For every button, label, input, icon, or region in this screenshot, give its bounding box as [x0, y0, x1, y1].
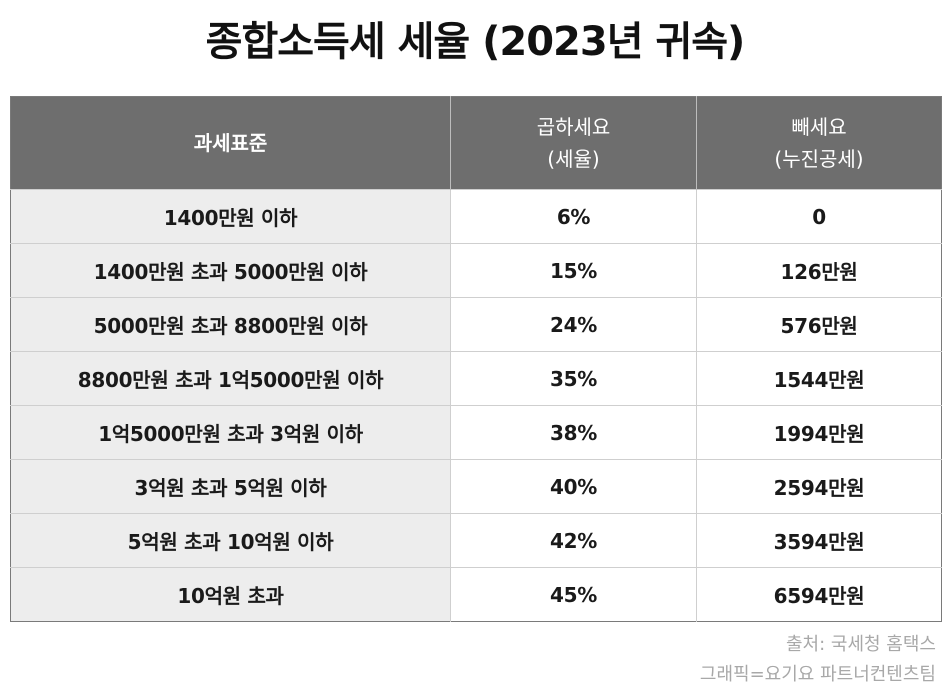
source-credit: 출처: 국세청 홈택스 [786, 634, 936, 655]
deduction-cell: 6594만원 [696, 567, 942, 622]
page-title: 종합소득세 세율 (2023년 귀속) [205, 19, 746, 65]
table-header-row: 과세표준 곱하세요 (세율) 빼세요 (누진공세) [10, 96, 942, 190]
tax-rate-cell: 35% [450, 351, 697, 406]
tax-base-cell: 8800만원 초과 1억5000만원 이하 [10, 351, 451, 406]
tax-rate-cell: 45% [450, 567, 697, 622]
graphic-credit: 그래픽=요기요 파트너컨텐츠팀 [699, 664, 936, 685]
deduction-cell: 1994만원 [696, 405, 942, 460]
deduction-cell: 0 [696, 189, 942, 244]
header-tax-base-label: 과세표준 [193, 131, 268, 155]
tax-rate-cell: 24% [450, 297, 697, 352]
tax-rate-table: 과세표준 곱하세요 (세율) 빼세요 (누진공세) 1400만원 이하 6% 0… [10, 96, 942, 622]
header-tax-rate-label: 곱하세요 [536, 115, 611, 139]
tax-rate-cell: 42% [450, 513, 697, 568]
tax-rate-cell: 15% [450, 243, 697, 298]
header-deduction-label: 빼세요 [791, 115, 847, 139]
header-deduction-sublabel: (누진공세) [774, 147, 864, 171]
tax-base-cell: 3억원 초과 5억원 이하 [10, 459, 451, 514]
tax-base-cell: 10억원 초과 [10, 567, 451, 622]
deduction-cell: 1544만원 [696, 351, 942, 406]
tax-rate-cell: 40% [450, 459, 697, 514]
tax-rate-cell: 6% [450, 189, 697, 244]
table-row: 5억원 초과 10억원 이하 42% 3594만원 [10, 513, 942, 568]
tax-rate-cell: 38% [450, 405, 697, 460]
table-row: 10억원 초과 45% 6594만원 [10, 567, 942, 622]
table-row: 8800만원 초과 1억5000만원 이하 35% 1544만원 [10, 351, 942, 406]
table-row: 1억5000만원 초과 3억원 이하 38% 1994만원 [10, 405, 942, 460]
header-deduction: 빼세요 (누진공세) [696, 96, 942, 190]
table-row: 1400만원 이하 6% 0 [10, 189, 942, 244]
table-row: 1400만원 초과 5000만원 이하 15% 126만원 [10, 243, 942, 298]
tax-base-cell: 1400만원 이하 [10, 189, 451, 244]
header-tax-rate: 곱하세요 (세율) [450, 96, 697, 190]
deduction-cell: 576만원 [696, 297, 942, 352]
credits-block: 출처: 국세청 홈택스 그래픽=요기요 파트너컨텐츠팀 [700, 630, 936, 690]
deduction-cell: 126만원 [696, 243, 942, 298]
tax-base-cell: 1억5000만원 초과 3억원 이하 [10, 405, 451, 460]
tax-base-cell: 5억원 초과 10억원 이하 [10, 513, 451, 568]
header-tax-rate-sublabel: (세율) [547, 147, 600, 171]
deduction-cell: 3594만원 [696, 513, 942, 568]
deduction-cell: 2594만원 [696, 459, 942, 514]
tax-base-cell: 5000만원 초과 8800만원 이하 [10, 297, 451, 352]
tax-base-cell: 1400만원 초과 5000만원 이하 [10, 243, 451, 298]
header-tax-base: 과세표준 [10, 96, 451, 190]
table-row: 3억원 초과 5억원 이하 40% 2594만원 [10, 459, 942, 514]
table-row: 5000만원 초과 8800만원 이하 24% 576만원 [10, 297, 942, 352]
